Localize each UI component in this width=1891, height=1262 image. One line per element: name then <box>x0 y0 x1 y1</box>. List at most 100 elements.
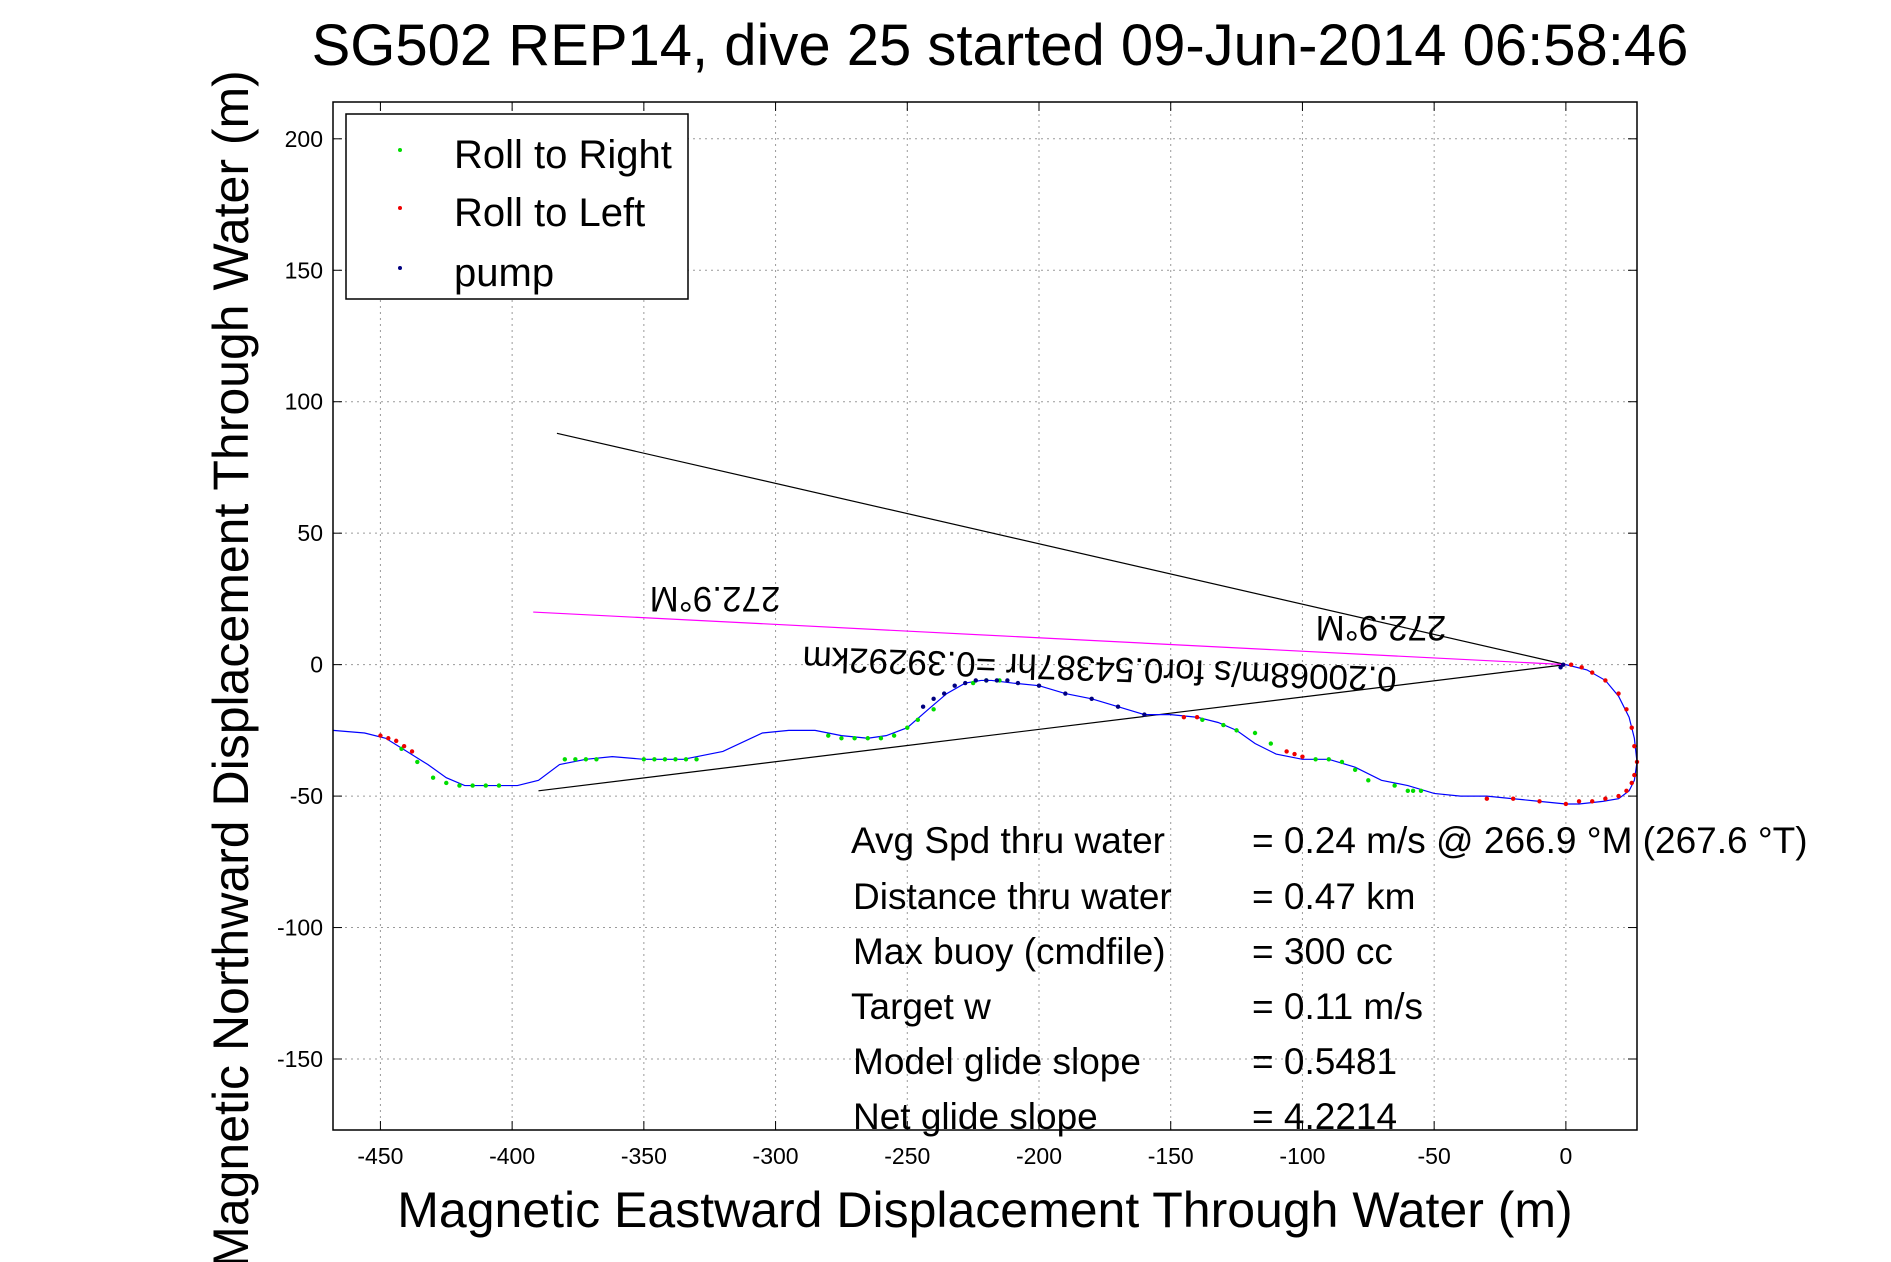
roll-to-left-point <box>1603 796 1608 801</box>
roll-to-right-point <box>865 736 870 741</box>
roll-to-right-point <box>1234 728 1239 733</box>
roll-to-right-point <box>1339 759 1345 765</box>
pump-point <box>1142 712 1147 717</box>
legend-marker-pump <box>398 266 402 270</box>
roll-to-right-point <box>915 717 921 723</box>
roll-to-right-point <box>694 757 699 762</box>
roll-to-left-point <box>1629 725 1634 730</box>
roll-to-left-point <box>1292 751 1297 757</box>
x-axis-label: Magnetic Eastward Displacement Through W… <box>397 1182 1572 1238</box>
y-tick-label: 200 <box>285 126 323 152</box>
speed-annotation: 0.20068m/s for0.54387hr =0.39292km <box>802 639 1397 699</box>
stat-value-avg-speed: = 0.24 m/s @ 266.9 °M (267.6 °T) <box>1252 820 1808 861</box>
roll-to-right-point <box>430 775 436 780</box>
legend-marker-roll-right <box>398 148 402 152</box>
stat-label-avg-speed: Avg Spd thru water <box>851 820 1165 861</box>
pump-point <box>952 683 957 688</box>
pump-point <box>941 691 947 696</box>
chart-title: SG502 REP14, dive 25 started 09-Jun-2014… <box>312 13 1689 78</box>
roll-to-right-point <box>415 759 420 765</box>
x-tick-label: -250 <box>884 1143 930 1169</box>
roll-to-left-point <box>1632 772 1637 778</box>
legend-label-roll-left: Roll to Left <box>454 191 645 235</box>
y-tick-label: 150 <box>285 257 323 283</box>
x-tick-label: -450 <box>357 1143 403 1169</box>
stat-value-model-glide: = 0.5481 <box>1252 1041 1397 1082</box>
pump-point <box>1063 691 1068 696</box>
roll-to-right-point <box>1418 788 1424 794</box>
roll-to-left-point <box>1632 743 1637 749</box>
roll-to-right-point <box>662 757 668 762</box>
y-tick-label: -150 <box>277 1046 323 1072</box>
roll-to-left-point <box>1194 715 1200 720</box>
roll-to-left-point <box>1568 662 1574 667</box>
roll-to-right-point <box>1405 788 1411 794</box>
roll-to-right-point <box>905 725 910 730</box>
y-tick-label: -100 <box>277 915 323 941</box>
pump-point <box>1558 665 1563 670</box>
roll-to-right-point <box>457 783 462 788</box>
stat-value-net-glide: = 4.2214 <box>1252 1096 1397 1137</box>
roll-to-right-point <box>878 736 884 741</box>
axes-box <box>332 101 1638 1131</box>
roll-to-right-point <box>931 707 936 712</box>
stat-label-net-glide: Net glide slope <box>853 1096 1098 1137</box>
pump-point <box>973 678 978 683</box>
roll-to-right-point <box>652 757 657 762</box>
roll-to-left-point <box>1624 788 1629 794</box>
roll-to-right-point <box>594 757 599 762</box>
roll-to-left-point <box>1629 780 1634 786</box>
y-tick-label: -50 <box>290 783 323 809</box>
roll-to-left-point <box>386 736 391 741</box>
pump-point <box>920 704 926 709</box>
roll-to-left-point <box>1590 799 1595 804</box>
roll-to-left-point <box>401 743 407 749</box>
stat-value-target-w: = 0.11 m/s <box>1252 986 1423 1027</box>
roll-to-left-point <box>1563 801 1569 807</box>
legend-label-roll-right: Roll to Right <box>454 133 672 177</box>
y-tick-label: 100 <box>285 389 323 415</box>
roll-to-left-point <box>394 738 399 744</box>
stat-label-distance: Distance thru water <box>853 876 1172 917</box>
tick-labels: -450 -400 -350 -300 -250 -200 -150 -100 -50 0 -150… <box>277 126 1572 1169</box>
pump-point <box>1115 704 1121 709</box>
pump-point <box>984 678 989 683</box>
roll-to-right-point <box>470 783 475 788</box>
legend-box <box>345 113 689 300</box>
x-tick-label: -150 <box>1148 1143 1194 1169</box>
pump-point <box>1089 696 1094 702</box>
roll-to-right-point <box>1410 788 1416 794</box>
roll-to-right-point <box>573 757 578 762</box>
roll-to-left-point <box>1579 665 1584 670</box>
roll-to-left-point <box>378 733 383 738</box>
roll-to-right-point <box>839 736 844 741</box>
stat-label-target-w: Target w <box>851 986 991 1027</box>
roll-to-right-point <box>852 736 857 741</box>
roll-to-right-point <box>1352 767 1358 773</box>
roll-to-right-point <box>1268 741 1274 746</box>
reference-line <box>556 432 1567 666</box>
x-tick-label: -300 <box>753 1143 799 1169</box>
roll-to-left-point <box>1181 715 1187 720</box>
y-axis-label: Magnetic Northward Displacement Through … <box>203 70 259 1262</box>
x-tick-label: -350 <box>621 1143 667 1169</box>
roll-to-right-point <box>496 783 502 788</box>
roll-to-right-point <box>683 757 689 762</box>
pump-point <box>1005 678 1010 683</box>
roll-to-left-point <box>409 749 415 754</box>
roll-to-right-point <box>562 757 568 762</box>
pump-point <box>1036 683 1042 688</box>
roll-to-left-point <box>1603 678 1608 683</box>
legend-marker-roll-left <box>398 206 402 210</box>
x-tick-label: 0 <box>1559 1143 1572 1169</box>
pump-point <box>963 680 968 686</box>
roll-to-right-point <box>1313 757 1318 762</box>
roll-to-right-point <box>1392 783 1397 788</box>
plot-area <box>332 432 1640 807</box>
heading-annotation-right: 272.9°M <box>1316 608 1447 647</box>
roll-to-left-point <box>1510 796 1516 801</box>
reference-line <box>538 664 1566 792</box>
stat-value-max-buoy: = 300 cc <box>1252 931 1393 972</box>
legend-label-pump: pump <box>454 251 554 295</box>
roll-to-right-point <box>641 757 647 762</box>
